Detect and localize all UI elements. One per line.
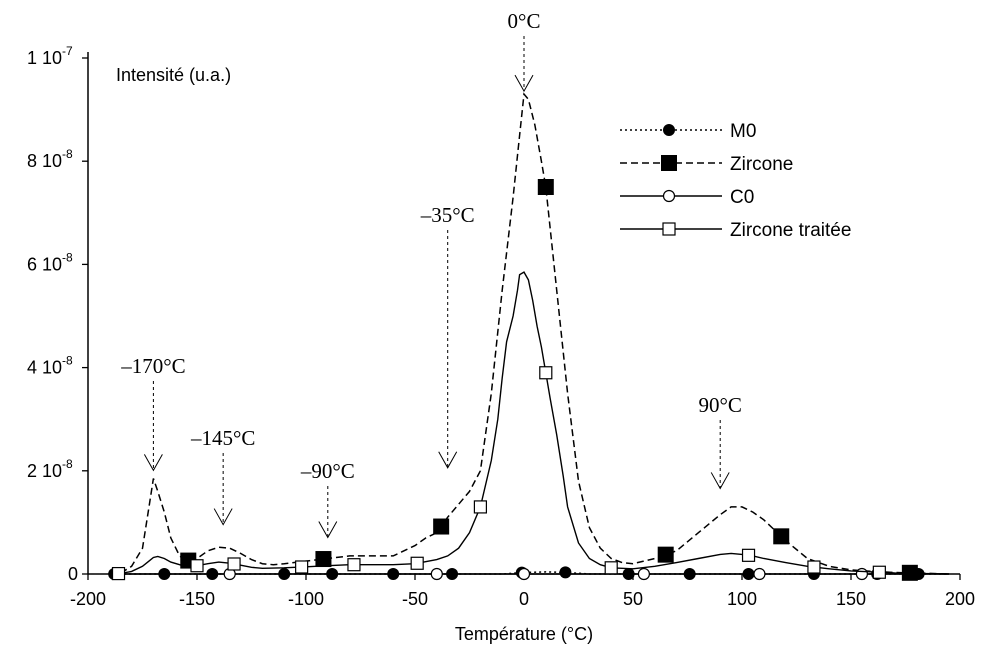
legend: M0 Zircone C0 Zircone traitée: [620, 121, 851, 241]
annotation-label: 90°C: [698, 393, 741, 417]
series-line: [109, 92, 950, 575]
data-point: [807, 560, 821, 574]
data-point: [433, 518, 450, 535]
y-tick-exponent: -8: [62, 250, 73, 264]
data-point: [637, 567, 651, 581]
legend-entry: C0: [620, 187, 754, 208]
data-point: [872, 565, 886, 579]
annotation-arrow-head: [318, 521, 338, 539]
annotation-arrow-head: [514, 74, 534, 93]
annotation-label: –35°C: [420, 203, 475, 227]
x-tick-label: 100: [727, 589, 757, 609]
y-axis-label: Intensité (u.a.): [116, 65, 231, 85]
legend-label: M0: [730, 121, 756, 142]
series-zircone-traitée: [109, 271, 950, 581]
annotation: 0°C: [508, 9, 541, 93]
annotation: –90°C: [300, 459, 355, 539]
annotation: –145°C: [190, 426, 255, 526]
legend-label: C0: [730, 187, 754, 208]
legend-entry: Zircone: [620, 154, 793, 175]
annotation-arrow-head: [438, 451, 458, 469]
series-c0: [114, 567, 950, 581]
data-point: [662, 222, 676, 236]
x-tick-label: -150: [179, 589, 215, 609]
annotation-arrow-head: [213, 508, 233, 526]
y-tick-label: 2 10: [27, 461, 62, 481]
legend-label: Zircone traitée: [730, 220, 851, 241]
x-tick-label: 150: [836, 589, 866, 609]
data-point: [661, 155, 677, 171]
data-point: [662, 189, 676, 203]
data-point: [753, 567, 766, 581]
data-point: [295, 560, 309, 574]
peak-annotations: 0°C –35°C –170°C –145°C –90°C 90°C: [120, 9, 742, 539]
data-point: [657, 546, 674, 563]
data-point: [741, 548, 756, 562]
data-point: [227, 557, 241, 571]
annotation-label: –145°C: [190, 426, 255, 450]
y-tick-exponent: -8: [62, 147, 73, 161]
legend-label: Zircone: [730, 154, 793, 175]
y-tick-label: 1 10: [27, 48, 62, 68]
data-point: [347, 558, 361, 572]
annotation-label: –170°C: [120, 354, 185, 378]
axes: [87, 52, 960, 575]
data-point: [559, 566, 572, 579]
x-tick-label: 50: [623, 589, 643, 609]
data-point: [663, 124, 675, 136]
y-tick-label: 6 10: [27, 254, 62, 274]
data-point: [473, 500, 487, 514]
data-point: [539, 366, 553, 380]
y-tick-label: 8 10: [27, 151, 62, 171]
data-point: [773, 528, 790, 545]
annotation: –170°C: [120, 354, 186, 472]
series-lines: [108, 92, 950, 581]
data-point: [537, 179, 554, 195]
data-point: [604, 561, 618, 575]
legend-entry: M0: [620, 121, 756, 142]
y-tick-label: 4 10: [27, 358, 62, 378]
annotation-label: –90°C: [300, 459, 355, 483]
annotation: 90°C: [698, 393, 742, 490]
data-point: [430, 567, 443, 581]
x-tick-label: -100: [288, 589, 324, 609]
annotation: –35°C: [420, 203, 475, 469]
x-tick-label: -200: [70, 589, 106, 609]
annotation-arrow-head: [143, 454, 163, 472]
y-tick-label: 0: [68, 564, 78, 584]
x-axis-label: Température (°C): [455, 624, 593, 644]
data-point: [517, 567, 531, 581]
data-point: [111, 566, 126, 581]
y-tick-exponent: -8: [62, 457, 73, 471]
data-point: [855, 567, 869, 581]
y-tick-exponent: -8: [62, 354, 73, 368]
data-point: [190, 559, 204, 573]
data-point: [410, 556, 424, 570]
annotation-label: 0°C: [508, 9, 541, 33]
series-line: [114, 571, 950, 575]
y-tick-exponent: -7: [62, 44, 73, 58]
annotation-arrow-head: [710, 472, 730, 490]
series-line: [109, 271, 950, 575]
data-point: [315, 551, 332, 568]
x-tick-label: 0: [519, 589, 529, 609]
x-tick-label: 200: [945, 589, 975, 609]
x-tick-label: -50: [402, 589, 428, 609]
legend-entry: Zircone traitée: [620, 220, 851, 241]
series-zircone: [109, 92, 950, 581]
